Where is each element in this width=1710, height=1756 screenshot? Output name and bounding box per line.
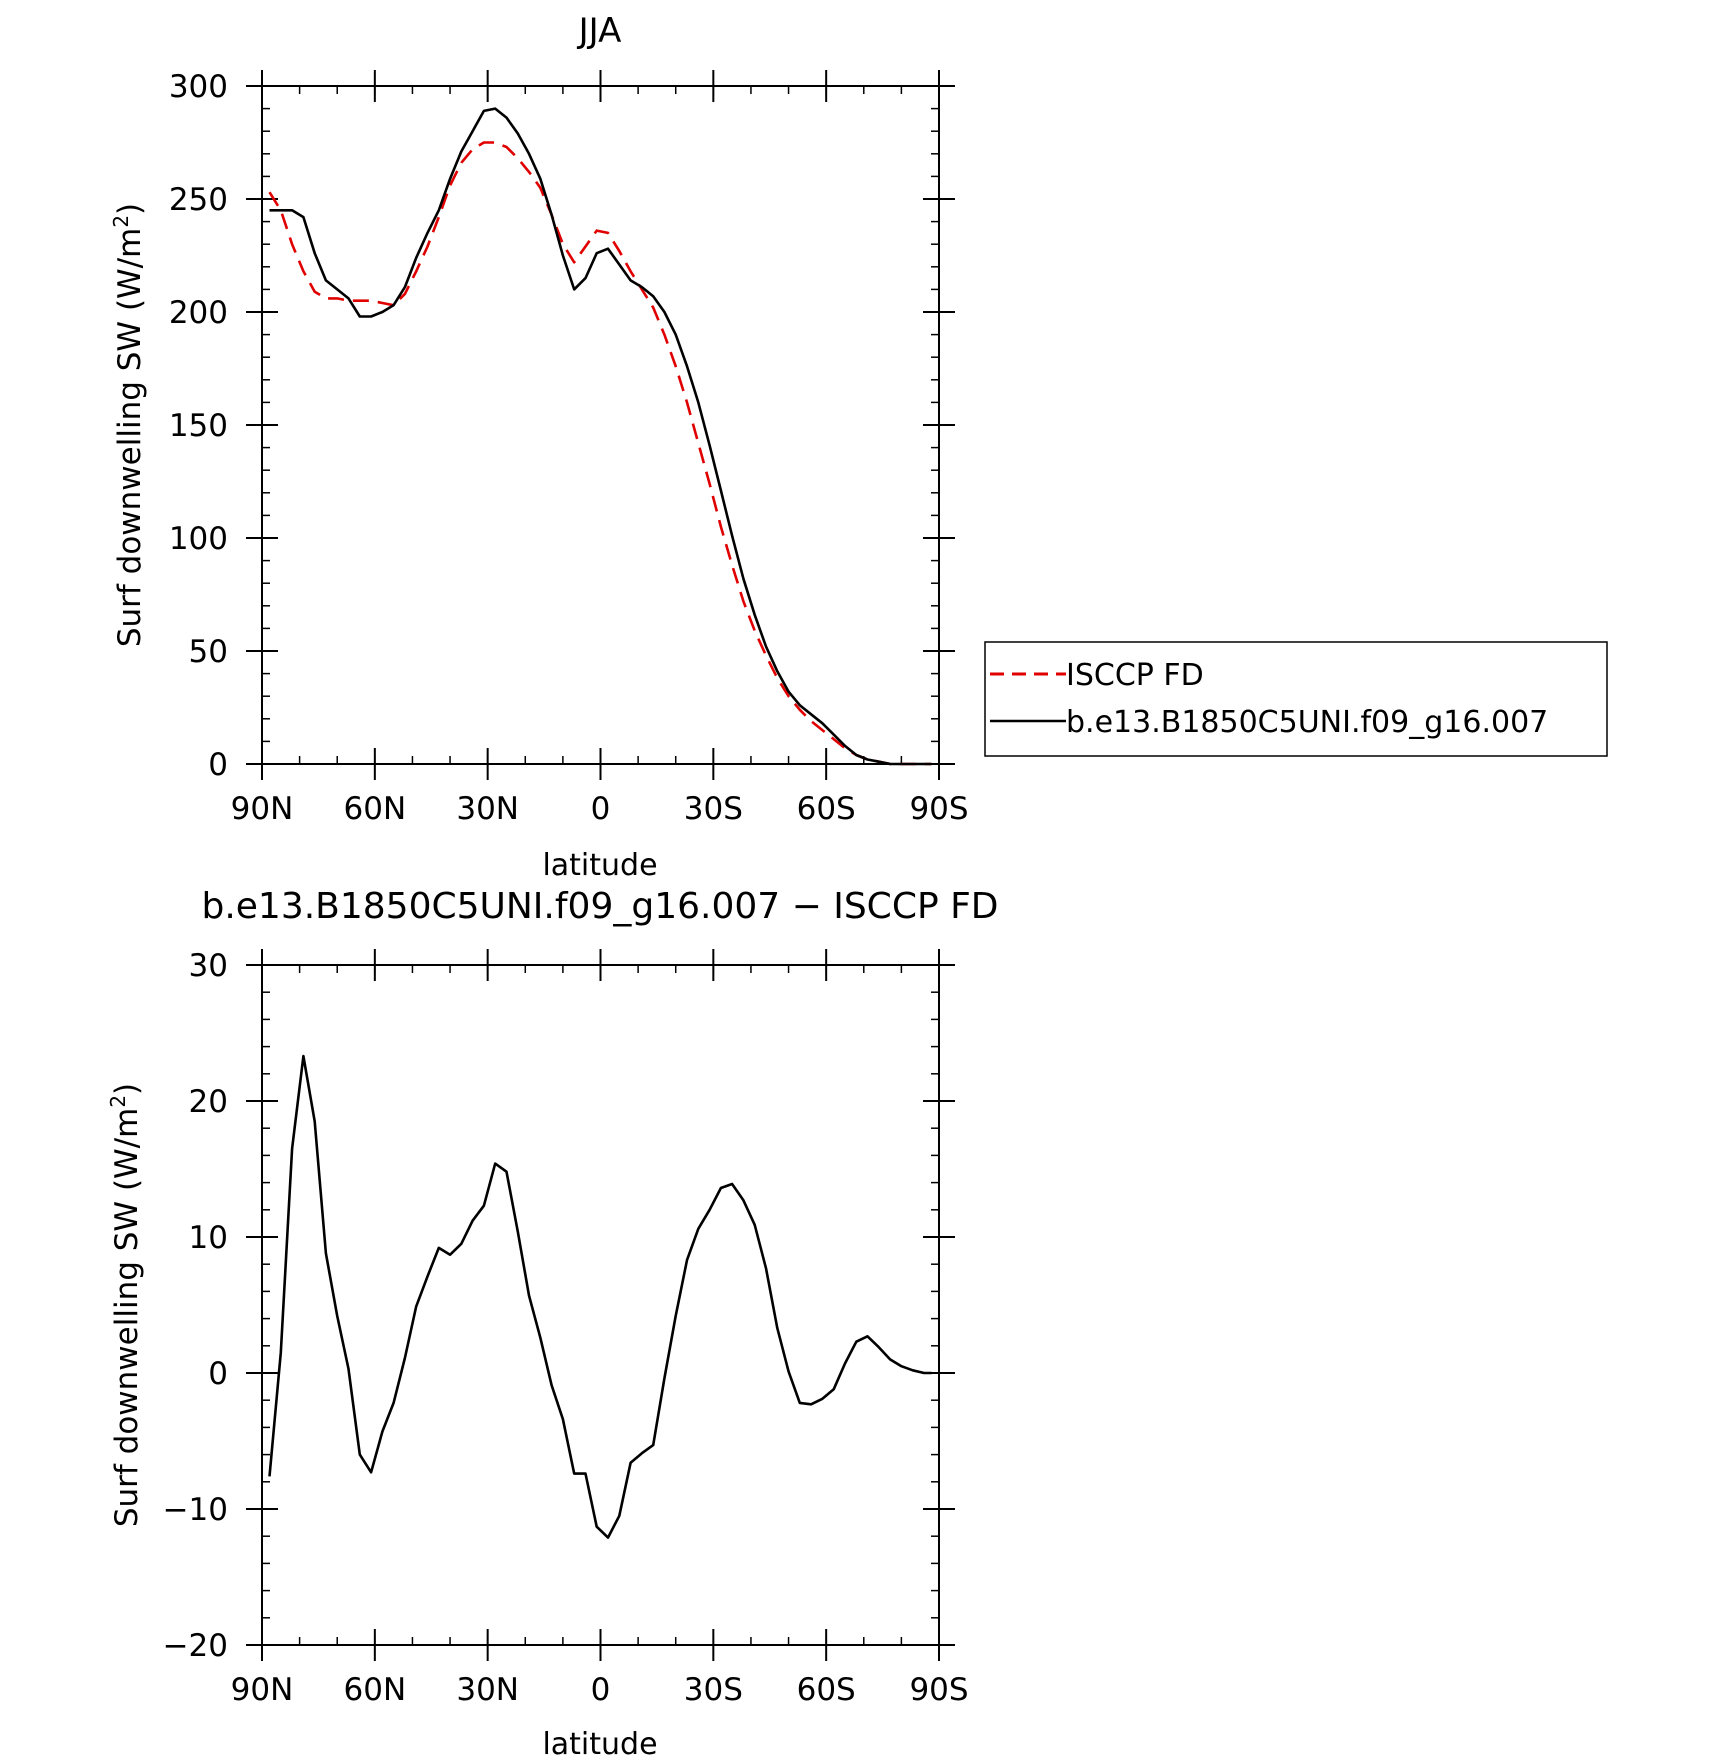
- x-tick-label: 60N: [344, 1672, 407, 1708]
- y-tick-label: 250: [169, 182, 228, 218]
- x-tick-label: 0: [591, 791, 611, 827]
- x-tick-label: 30S: [684, 791, 743, 827]
- y-tick-label: 0: [208, 1356, 228, 1392]
- x-tick-label: 60N: [344, 791, 407, 827]
- x-tick-label: 60S: [797, 1672, 856, 1708]
- x-tick-label: 90S: [909, 791, 968, 827]
- chart-top-plot-frame: [261, 85, 940, 765]
- chart-top-y-axis-label: Surf downwelling SW (W/m2): [109, 203, 148, 647]
- chart-bottom-y-axis-label: Surf downwelling SW (W/m2): [106, 1083, 145, 1527]
- chart-bottom-title: b.e13.B1850C5UNI.f09_g16.007 − ISCCP FD: [201, 886, 998, 927]
- chart-top-y-axis-label-end: ): [112, 203, 148, 215]
- y-tick-label: −10: [163, 1492, 228, 1528]
- y-tick-label: 50: [189, 634, 228, 670]
- y-tick-label: 100: [169, 521, 228, 557]
- y-tick-label: 0: [208, 747, 228, 783]
- y-tick-label: −20: [163, 1628, 228, 1664]
- series-line-model-top: [269, 107, 932, 766]
- chart-bottom-y-axis-label-main: Surf downwelling SW (W/m: [109, 1108, 145, 1528]
- chart-bottom-y-axis-label-end: ): [109, 1083, 145, 1095]
- chart-bottom-x-axis-label: latitude: [542, 1727, 657, 1756]
- chart-bottom-tick-labels: −20 −10 0 10 20 30 90N 60N 30N 0 30S 60S 90S: [163, 948, 969, 1708]
- chart-top: JJA 0 50 100 150 200 250 300 90N 60N 30N 0 30S 60S 90…: [109, 11, 1608, 883]
- y-tick-label: 200: [169, 295, 228, 331]
- y-tick-label: 30: [189, 948, 228, 984]
- series-line-model-bot: [268, 1054, 932, 1539]
- y-tick-label: 300: [169, 69, 228, 105]
- chart-bottom: b.e13.B1850C5UNI.f09_g16.007 − ISCCP FD …: [106, 886, 999, 1756]
- x-tick-label: 30N: [456, 1672, 519, 1708]
- y-tick-label: 20: [189, 1084, 228, 1120]
- chart-top-title: JJA: [577, 11, 622, 51]
- chart-top-series: [268, 107, 932, 766]
- chart-bottom-series: [268, 1054, 932, 1539]
- x-tick-label: 90N: [231, 791, 294, 827]
- chart-top-legend: ISCCP FD b.e13.B1850C5UNI.f09_g16.007: [984, 641, 1608, 757]
- x-tick-label: 30N: [456, 791, 519, 827]
- chart-top-y-axis-label-main: Surf downwelling SW (W/m: [112, 228, 148, 648]
- x-tick-label: 90N: [231, 1672, 294, 1708]
- y-tick-label: 10: [189, 1220, 228, 1256]
- chart-top-x-axis-label: latitude: [542, 848, 657, 883]
- series-line-isccp-fd-top: [268, 141, 932, 766]
- chart-top-y-axis-label-superscript: 2: [109, 215, 133, 228]
- x-tick-label: 90S: [909, 1672, 968, 1708]
- x-tick-label: 0: [591, 1672, 611, 1708]
- chart-bottom-plot-frame: [261, 964, 940, 1646]
- chart-bottom-y-axis-label-superscript: 2: [106, 1095, 130, 1108]
- x-tick-label: 60S: [797, 791, 856, 827]
- chart-top-tick-labels: 0 50 100 150 200 250 300 90N 60N 30N 0 30S 60S 90S: [169, 69, 969, 827]
- y-tick-label: 150: [169, 408, 228, 444]
- legend-label-isccp-fd: ISCCP FD: [1066, 658, 1204, 693]
- legend-frame: [984, 641, 1608, 757]
- legend-label-model: b.e13.B1850C5UNI.f09_g16.007: [1066, 705, 1548, 740]
- x-tick-label: 30S: [684, 1672, 743, 1708]
